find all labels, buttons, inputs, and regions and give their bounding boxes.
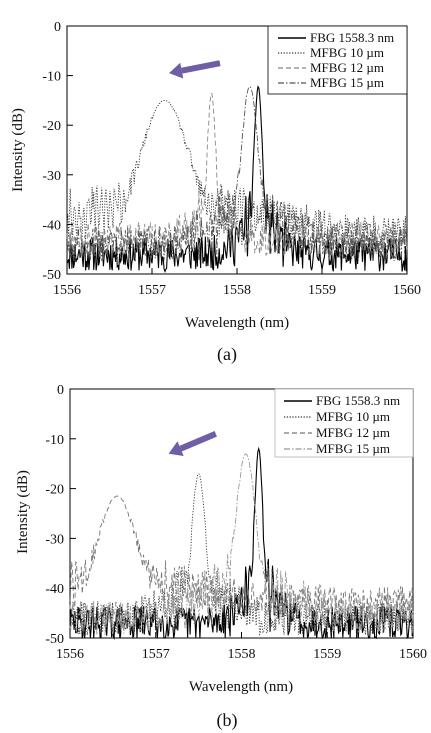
legend-entry-1: MFBG 10 µm bbox=[284, 409, 390, 424]
legend-label: MFBG 10 µm bbox=[316, 409, 390, 424]
y-tick-label: 0 bbox=[57, 383, 64, 398]
x-tick-label: 1558 bbox=[223, 283, 251, 298]
y-axis-title: Intensity (dB) bbox=[10, 108, 26, 192]
tick-layer: 1556 1557 1558 1559 1560 0 -10 -20 -30 -40 -50 bbox=[42, 20, 421, 298]
arrow-head bbox=[168, 441, 184, 457]
x-tick-label: 1557 bbox=[142, 647, 170, 662]
x-tick-label: 1556 bbox=[53, 283, 81, 298]
legend-entry-0: FBG 1558.3 nm bbox=[284, 393, 400, 408]
legend-entry-2: MFBG 12 µm bbox=[284, 425, 390, 440]
x-tick-label: 1560 bbox=[393, 283, 421, 298]
panel-a: 1556 1557 1558 1559 1560 0 -10 -20 -30 -40 -50 Int… bbox=[10, 20, 421, 365]
y-tick-label: -50 bbox=[45, 632, 64, 647]
legend-label: MFBG 15 µm bbox=[316, 441, 390, 456]
x-tick-label: 1559 bbox=[308, 283, 336, 298]
y-tick-label: -40 bbox=[42, 218, 61, 233]
y-tick-label: -10 bbox=[42, 70, 61, 85]
legend-entry-3: MFBG 15 µm bbox=[284, 441, 390, 456]
tick-layer: 1556 1557 1558 1559 1560 0 -10 -20 -30 -40 -50 bbox=[45, 383, 427, 662]
trend-arrow bbox=[168, 431, 217, 457]
y-tick-label: -20 bbox=[42, 119, 61, 134]
arrow-shaft bbox=[179, 431, 217, 452]
x-tick-label: 1558 bbox=[228, 647, 256, 662]
legend-label: MFBG 10 µm bbox=[310, 45, 384, 60]
panel-caption: (b) bbox=[217, 710, 238, 731]
y-tick-label: -10 bbox=[45, 433, 64, 448]
series-line-1 bbox=[69, 473, 414, 636]
legend-label: MFBG 12 µm bbox=[310, 60, 384, 75]
x-axis-title: Wavelength (nm) bbox=[189, 679, 293, 695]
y-tick-label: -40 bbox=[45, 582, 64, 597]
x-tick-label: 1557 bbox=[138, 283, 166, 298]
arrow-head bbox=[169, 62, 184, 79]
legend-entry-2: MFBG 12 µm bbox=[278, 60, 384, 75]
y-tick-label: -30 bbox=[45, 532, 64, 547]
series-line-0 bbox=[66, 85, 408, 274]
legend-label: FBG 1558.3 nm bbox=[316, 393, 400, 408]
y-tick-label: -30 bbox=[42, 169, 61, 184]
x-tick-label: 1560 bbox=[399, 647, 427, 662]
series-layer bbox=[66, 85, 408, 274]
trend-arrow bbox=[169, 60, 221, 79]
y-axis-title: Intensity (dB) bbox=[15, 470, 31, 554]
panel-caption: (a) bbox=[217, 344, 237, 365]
legend-label: MFBG 12 µm bbox=[316, 425, 390, 440]
y-tick-label: 0 bbox=[54, 20, 61, 35]
legend-entry-1: MFBG 10 µm bbox=[278, 45, 384, 60]
series-line-3 bbox=[69, 453, 414, 635]
legend-label: FBG 1558.3 nm bbox=[310, 30, 394, 45]
y-tick-label: -20 bbox=[45, 483, 64, 498]
legend: FBG 1558.3 nm MFBG 10 µm MFBG 12 µm MFBG… bbox=[274, 388, 414, 458]
series-line-2 bbox=[69, 495, 414, 621]
series-line-3 bbox=[66, 86, 408, 262]
x-axis-title: Wavelength (nm) bbox=[185, 315, 289, 331]
x-tick-label: 1559 bbox=[313, 647, 341, 662]
series-layer bbox=[69, 446, 414, 641]
panel-b: 1556 1557 1558 1559 1560 0 -10 -20 -30 -40 -50 Int… bbox=[15, 383, 427, 731]
arrow-shaft bbox=[181, 60, 221, 74]
series-line-1 bbox=[66, 99, 408, 252]
legend-entry-0: FBG 1558.3 nm bbox=[278, 30, 394, 45]
legend: FBG 1558.3 nm MFBG 10 µm MFBG 12 µm MFBG… bbox=[267, 25, 408, 95]
legend-entry-3: MFBG 15 µm bbox=[278, 75, 384, 90]
y-tick-label: -50 bbox=[42, 268, 61, 283]
legend-label: MFBG 15 µm bbox=[310, 75, 384, 90]
x-tick-label: 1556 bbox=[56, 647, 84, 662]
